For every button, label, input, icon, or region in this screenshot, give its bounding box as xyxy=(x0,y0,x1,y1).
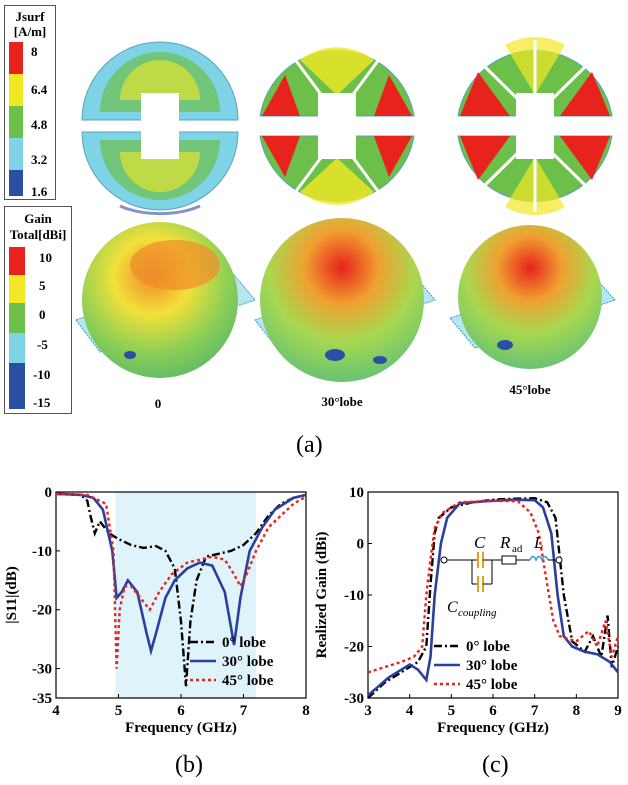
s11-xtick-label: 6 xyxy=(177,703,185,719)
lobe-label-0: 0 xyxy=(154,396,162,411)
current-disc-45 xyxy=(457,36,613,216)
gain-xtick-label: 9 xyxy=(614,703,622,719)
s11-series-line-1 xyxy=(55,492,307,656)
gain-tick-1: 5 xyxy=(39,278,46,293)
s11-xlabel: Frequency (GHz) xyxy=(125,720,237,736)
jsurf-legend-title-2: [A/m] xyxy=(13,24,47,39)
inset-label-coupling-sub: coupling xyxy=(458,607,497,619)
gain-legend: Gain Total[dBi] 10 5 0 -5 -10 -15 xyxy=(4,206,72,414)
inset-label-c: C xyxy=(474,533,486,552)
inset-terminal-left xyxy=(440,556,448,564)
gain-legend-title-1: Gain xyxy=(24,211,52,226)
gain-ylabel: Realized Gain (dBi) xyxy=(314,532,330,659)
s11-series-line-2 xyxy=(55,492,307,669)
s11-series-line-0 xyxy=(55,492,307,687)
gain-tick-2: 0 xyxy=(39,307,46,322)
gain-xtick-label: 7 xyxy=(531,703,539,719)
s11-xtick-label: 5 xyxy=(115,703,123,719)
gain-xtick-label: 8 xyxy=(573,703,581,719)
inset-label-l: L xyxy=(533,533,543,552)
s11-ytick-label: -35 xyxy=(32,691,52,707)
inset-resistor xyxy=(501,555,517,565)
inset-inductor xyxy=(529,555,549,562)
lobe-label-45: 45°lobe xyxy=(509,382,551,397)
gain-xtick-label: 4 xyxy=(406,703,414,719)
gain-color-bar xyxy=(9,247,25,409)
current-disc-0 xyxy=(81,41,239,216)
gain-tick-0: 10 xyxy=(39,250,52,265)
gain-ytick-label: 0 xyxy=(357,537,365,553)
panel-a-graphics xyxy=(75,36,616,382)
s11-xtick-label: 7 xyxy=(240,703,248,719)
gain-sphere-0 xyxy=(75,222,256,378)
gain-xtick-label: 3 xyxy=(364,703,372,719)
gain-ytick-label: 10 xyxy=(349,485,364,501)
lobe-label-30: 30°lobe xyxy=(321,394,363,409)
gain-sphere-30 xyxy=(254,218,436,382)
s11-ylabel: |S11|(dB) xyxy=(4,566,20,623)
jsurf-color-bar xyxy=(9,42,23,196)
jsurf-tick-3: 3.2 xyxy=(31,152,48,167)
s11-legend-label-0: 0° lobe xyxy=(222,635,266,651)
gain-chart: 3 4 5 6 7 8 9 10 0 -10 -20 -30 Frequency (GHz) Realiz… xyxy=(314,485,622,736)
jsurf-tick-1: 6.4 xyxy=(31,82,48,97)
gain-ytick-label: -10 xyxy=(344,588,364,604)
gain-xlabel: Frequency (GHz) xyxy=(437,720,549,736)
s11-ytick-label: -20 xyxy=(32,603,52,619)
panel-a-caption: (a) xyxy=(296,432,323,458)
gain-ytick-label: -30 xyxy=(344,691,364,707)
gain-tick-3: -5 xyxy=(37,337,48,352)
s11-chart: 4 5 6 7 8 0 -10 -20 -30 -35 Frequency (GHz) |S11|(d… xyxy=(4,485,310,736)
gain-tick-4: -10 xyxy=(33,367,51,382)
gain-series-line-1 xyxy=(367,498,620,697)
jsurf-tick-2: 4.8 xyxy=(31,117,48,132)
panel-c-caption: (c) xyxy=(482,752,509,778)
gain-xtick-label: 5 xyxy=(448,703,456,719)
gain-legend-label-2: 45° lobe xyxy=(466,677,518,693)
jsurf-legend: Jsurf [A/m] 8 6.4 4.8 3.2 1.6 xyxy=(4,5,56,200)
jsurf-legend-title-1: Jsurf xyxy=(15,9,45,24)
gain-series-line-2 xyxy=(367,499,620,674)
gain-legend-label-1: 30° lobe xyxy=(466,658,518,674)
s11-ytick-label: 0 xyxy=(45,485,53,501)
s11-ytick-label: -30 xyxy=(32,662,52,678)
panel-b-caption: (b) xyxy=(175,752,203,778)
inset-label-r-sub: ad xyxy=(512,543,523,555)
s11-legend-label-2: 45° lobe xyxy=(222,673,274,689)
inset-terminal-right xyxy=(555,556,563,564)
gain-legend-label-0: 0° lobe xyxy=(466,639,510,655)
gain-legend-title-2: Total[dBi] xyxy=(9,227,67,242)
inset-label-r: R xyxy=(499,533,511,552)
s11-legend-label-1: 30° lobe xyxy=(222,654,274,670)
gain-tick-5: -15 xyxy=(33,395,51,410)
s11-ytick-label: -10 xyxy=(32,544,52,560)
current-disc-30 xyxy=(259,47,415,205)
gain-sphere-45 xyxy=(449,225,616,369)
jsurf-tick-4: 1.6 xyxy=(31,184,48,199)
inset-label-coupling: C xyxy=(447,599,458,616)
s11-xtick-label: 8 xyxy=(302,703,310,719)
jsurf-tick-0: 8 xyxy=(31,44,38,59)
s11-xtick-label: 4 xyxy=(52,703,60,719)
gain-xtick-label: 6 xyxy=(489,703,497,719)
gain-ytick-label: -20 xyxy=(344,640,364,656)
